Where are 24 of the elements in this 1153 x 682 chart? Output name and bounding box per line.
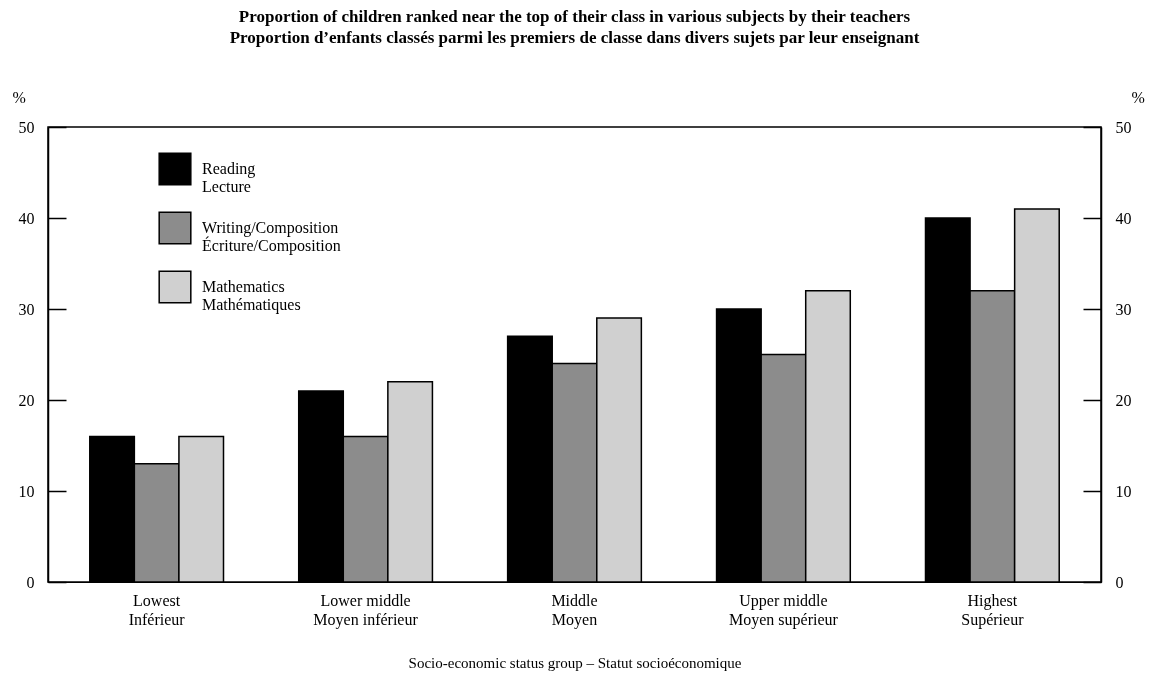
y2-tick-label: 40 (1115, 209, 1132, 227)
legend-label: Mathematics Mathématiques (202, 278, 301, 314)
x-tick-label: Middle Moyen (551, 591, 598, 629)
y2-tick-label: 0 (1115, 573, 1124, 591)
y-tick-label: 30 (18, 300, 35, 318)
y2-tick-label: 10 (1115, 482, 1132, 500)
y-axis-title: % (12, 88, 26, 106)
x-axis-title: Socio-economic status group – Statut socioéconomique (408, 654, 742, 671)
y-tick-label: 10 (18, 482, 35, 500)
legend-label: Reading Lecture (202, 160, 256, 195)
x-tick-label: Upper middle Moyen supérieur (729, 591, 839, 629)
y-tick-label: 20 (18, 391, 35, 409)
y-tick-label: 40 (18, 209, 35, 227)
y2-axis-title: % (1131, 88, 1145, 106)
y-tick-label: 50 (18, 118, 35, 136)
y2-tick-label: 20 (1115, 391, 1132, 409)
y2-tick-label: 30 (1115, 300, 1132, 318)
chart-title: Proportion of children ranked near the top of their class in various subjects by their teachers Proportion d’enfants classés parmi les premiers de classe dans divers sujets par leur enseignant (229, 7, 920, 47)
x-tick-label: Lower middle Moyen inférieur (313, 591, 419, 629)
x-tick-label: Lowest Inférieur (128, 591, 186, 628)
legend-label: Writing/Composition Écriture/Composition (202, 219, 341, 255)
x-tick-label: Highest Supérieur (961, 591, 1025, 629)
y2-tick-label: 50 (1115, 118, 1132, 136)
y-tick-label: 0 (26, 573, 35, 591)
